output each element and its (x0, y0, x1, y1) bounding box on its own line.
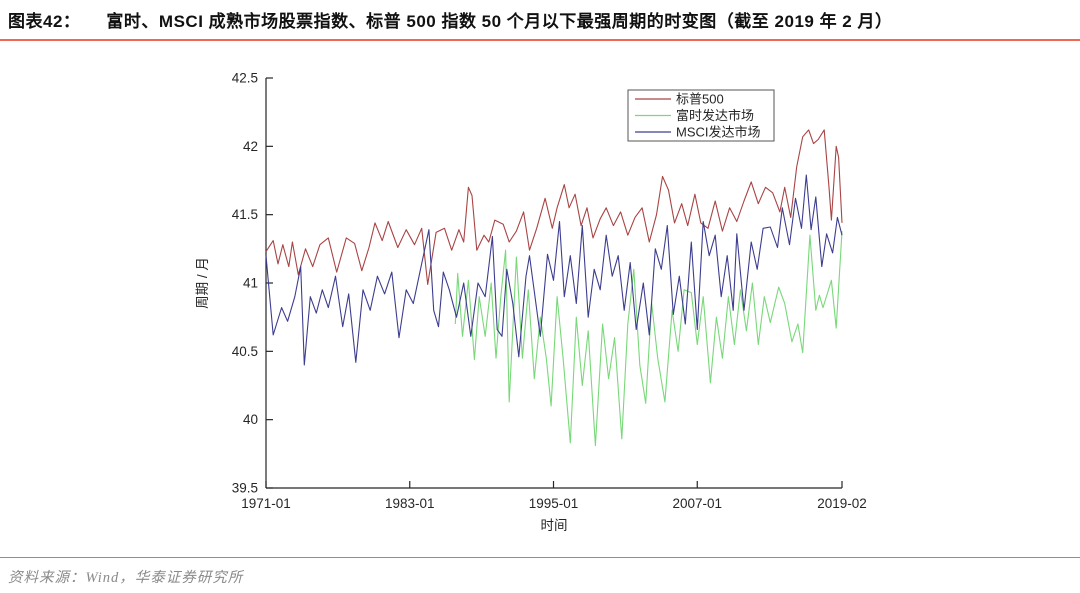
y-tick-label: 41.5 (232, 207, 258, 222)
data-source: 资料来源：Wind，华泰证券研究所 (8, 570, 244, 586)
x-tick-label: 1995-01 (529, 496, 579, 511)
legend-item-label: MSCI发达市场 (676, 125, 761, 140)
title-divider (0, 39, 1080, 41)
figure-title-row: 图表42： 富时、MSCI 成熟市场股票指数、标普 500 指数 50 个月以下最… (8, 7, 1072, 32)
footer-divider (0, 557, 1080, 558)
x-tick-label: 1971-01 (241, 496, 291, 511)
y-tick-label: 39.5 (232, 481, 258, 496)
y-axis-title: 周期 / 月 (195, 257, 210, 309)
y-tick-label: 42.5 (232, 71, 258, 86)
x-axis-title: 时间 (541, 518, 568, 533)
figure-title: 富时、MSCI 成熟市场股票指数、标普 500 指数 50 个月以下最强周期的时… (106, 12, 893, 31)
x-tick-label: 2007-01 (672, 496, 722, 511)
series-line-0 (265, 129, 843, 285)
figure-label: 图表42： (8, 12, 81, 31)
y-tick-label: 40.5 (232, 344, 258, 359)
series-line-1 (454, 231, 843, 447)
series-line-2 (265, 174, 843, 366)
x-tick-label: 2019-02 (817, 496, 867, 511)
y-tick-label: 41 (243, 276, 258, 291)
legend-item-label: 标普500 (676, 92, 724, 107)
x-tick-label: 1983-01 (385, 496, 435, 511)
legend-item-label: 富时发达市场 (676, 108, 754, 123)
y-tick-label: 40 (243, 412, 258, 427)
legend-box (627, 89, 775, 142)
y-tick-label: 42 (243, 139, 258, 154)
